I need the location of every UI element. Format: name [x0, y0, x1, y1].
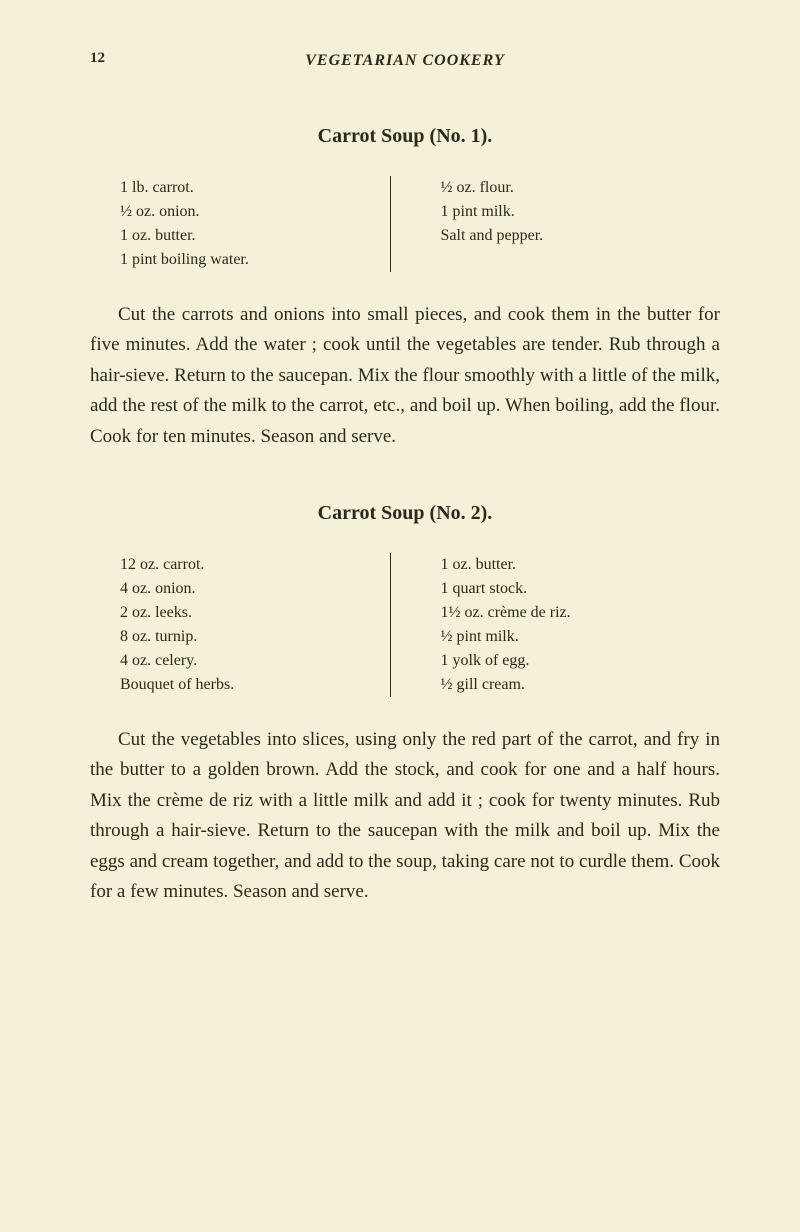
- ingredient-item: 1 quart stock.: [441, 577, 691, 601]
- ingredient-item: 1 pint boiling water.: [120, 248, 370, 272]
- recipe-1-instructions: Cut the carrots and onions into small pi…: [90, 300, 720, 452]
- ingredient-item: 1 oz. butter.: [120, 224, 370, 248]
- ingredient-item: 1 pint milk.: [441, 200, 691, 224]
- recipe-2-title: Carrot Soup (No. 2).: [90, 502, 720, 525]
- ingredient-item: ½ gill cream.: [441, 673, 691, 697]
- recipe-1-ingredients-right: ½ oz. flour. 1 pint milk. Salt and peppe…: [391, 176, 691, 272]
- ingredient-item: ½ oz. flour.: [441, 176, 691, 200]
- ingredient-item: 1 yolk of egg.: [441, 649, 691, 673]
- ingredient-item: 4 oz. onion.: [120, 577, 370, 601]
- ingredient-item: ½ pint milk.: [441, 625, 691, 649]
- ingredient-item: ½ oz. onion.: [120, 200, 370, 224]
- ingredient-item: 8 oz. turnip.: [120, 625, 370, 649]
- ingredient-item: 2 oz. leeks.: [120, 601, 370, 625]
- recipe-1-ingredients: 1 lb. carrot. ½ oz. onion. 1 oz. butter.…: [90, 176, 720, 272]
- book-header: VEGETARIAN COOKERY: [90, 52, 720, 70]
- ingredient-item: 12 oz. carrot.: [120, 553, 370, 577]
- recipe-2-instructions: Cut the vegetables into slices, using on…: [90, 725, 720, 907]
- ingredient-item: 1 lb. carrot.: [120, 176, 370, 200]
- ingredient-item: Bouquet of herbs.: [120, 673, 370, 697]
- ingredient-item: Salt and pepper.: [441, 224, 691, 248]
- page-number: 12: [90, 50, 105, 67]
- recipe-1-title: Carrot Soup (No. 1).: [90, 125, 720, 148]
- recipe-1-ingredients-left: 1 lb. carrot. ½ oz. onion. 1 oz. butter.…: [120, 176, 391, 272]
- recipe-2-ingredients-left: 12 oz. carrot. 4 oz. onion. 2 oz. leeks.…: [120, 553, 391, 697]
- recipe-2-ingredients-right: 1 oz. butter. 1 quart stock. 1½ oz. crèm…: [391, 553, 691, 697]
- recipe-2-ingredients: 12 oz. carrot. 4 oz. onion. 2 oz. leeks.…: [90, 553, 720, 697]
- ingredient-item: 1 oz. butter.: [441, 553, 691, 577]
- ingredient-item: 1½ oz. crème de riz.: [441, 601, 691, 625]
- ingredient-item: 4 oz. celery.: [120, 649, 370, 673]
